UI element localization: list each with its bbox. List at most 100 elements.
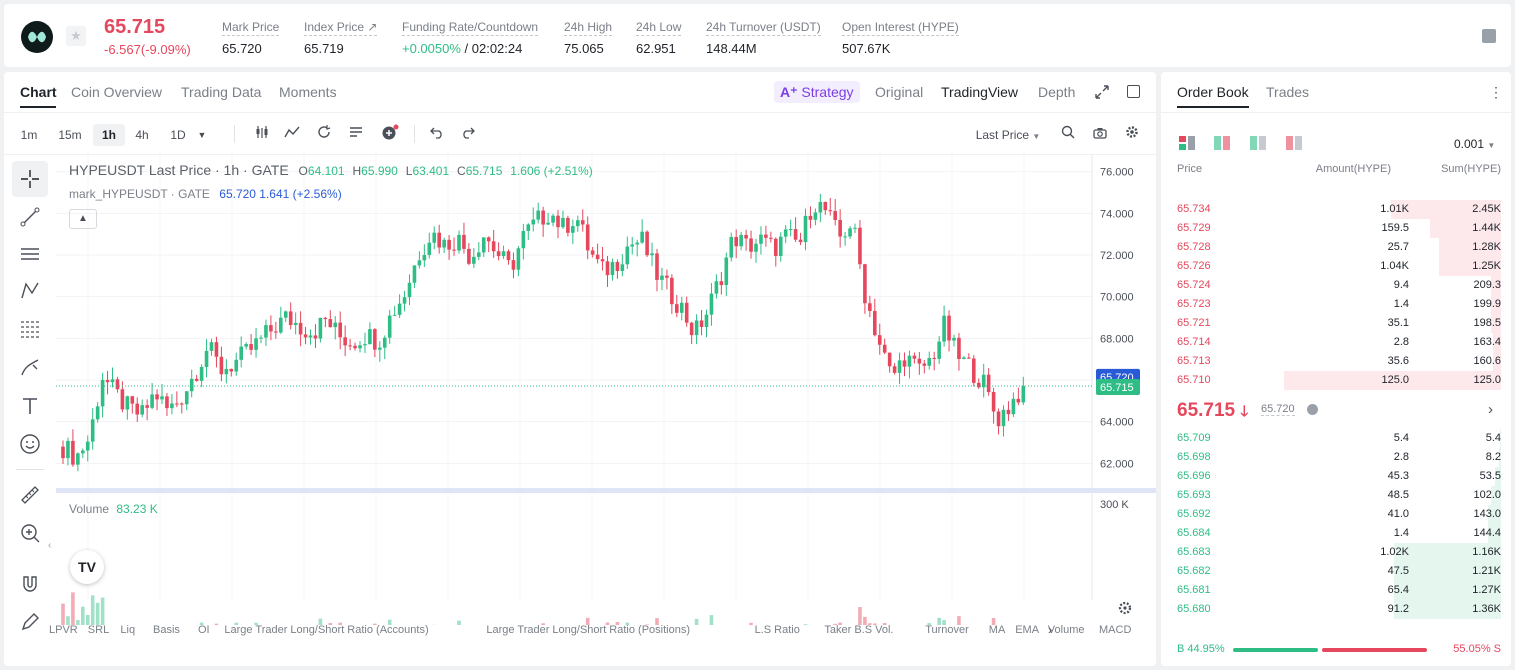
camera-icon[interactable] xyxy=(1090,124,1110,146)
view-split-icon[interactable] xyxy=(1214,135,1230,156)
horizontal-lines-tool-icon[interactable] xyxy=(12,236,48,272)
indicator-10[interactable]: MA xyxy=(988,624,1006,636)
view-both-icon[interactable] xyxy=(1179,135,1195,156)
indicator-9[interactable]: Turnover xyxy=(925,624,969,636)
strategy-button[interactable]: A⁺ Strategy xyxy=(774,81,860,103)
ask-row[interactable]: 65.728 25.7 1.28K xyxy=(1177,238,1501,257)
ruler-tool-icon[interactable] xyxy=(12,477,48,513)
template-icon[interactable] xyxy=(346,124,366,146)
ask-row[interactable]: 65.713 35.6 160.6 xyxy=(1177,352,1501,371)
emoji-tool-icon[interactable] xyxy=(12,426,48,462)
bid-row[interactable]: 65.698 2.8 8.2 xyxy=(1177,448,1501,467)
window-icon[interactable] xyxy=(1127,85,1140,98)
ask-row[interactable]: 65.734 1.01K 2.45K xyxy=(1177,200,1501,219)
bid-row[interactable]: 65.696 45.3 53.5 xyxy=(1177,467,1501,486)
bid-row[interactable]: 65.693 48.5 102.0 xyxy=(1177,486,1501,505)
precision-select[interactable]: 0.001 ▼ xyxy=(1454,137,1496,151)
bid-row[interactable]: 65.709 5.4 5.4 xyxy=(1177,429,1501,448)
view-asks-icon[interactable] xyxy=(1286,135,1302,156)
view-bids-icon[interactable] xyxy=(1250,135,1266,156)
ask-row[interactable]: 65.714 2.8 163.4 xyxy=(1177,333,1501,352)
indicators-icon[interactable] xyxy=(282,124,302,146)
chevron-right-icon[interactable]: › xyxy=(1488,401,1493,418)
view-tradingview[interactable]: TradingView xyxy=(941,84,1019,100)
chevron-down-icon[interactable]: ▼ xyxy=(197,130,207,140)
ask-row[interactable]: 65.723 1.4 199.9 xyxy=(1177,295,1501,314)
tab-trades[interactable]: Trades xyxy=(1266,84,1310,100)
ask-row[interactable]: 65.721 35.1 198.5 xyxy=(1177,314,1501,333)
bid-row[interactable]: 65.692 41.0 143.0 xyxy=(1177,505,1501,524)
indicator-12[interactable]: Volume xyxy=(1047,624,1085,636)
interval-1d[interactable]: 1D xyxy=(170,128,186,142)
price-source-select[interactable]: Last Price ▼ xyxy=(975,128,1041,142)
tab-coin-overview[interactable]: Coin Overview xyxy=(71,84,163,100)
bid-row[interactable]: 65.680 91.2 1.36K xyxy=(1177,600,1501,619)
row-price: 65.693 xyxy=(1177,489,1211,501)
bid-row[interactable]: 65.682 47.5 1.21K xyxy=(1177,562,1501,581)
text-tool-icon[interactable] xyxy=(12,388,48,424)
book-icon[interactable] xyxy=(1482,29,1496,43)
view-depth[interactable]: Depth xyxy=(1038,84,1076,100)
chevron-left-icon[interactable]: ‹ xyxy=(48,540,52,551)
tab-order-book[interactable]: Order Book xyxy=(1177,84,1249,100)
interval-15m[interactable]: 15m xyxy=(58,128,82,142)
tab-trading-data[interactable]: Trading Data xyxy=(181,84,262,100)
pencil-lock-icon[interactable] xyxy=(12,604,48,640)
volume-bar xyxy=(95,602,100,625)
zoom-in-icon[interactable] xyxy=(12,515,48,551)
candle-body xyxy=(526,224,531,231)
more-options-icon[interactable]: ⋮ xyxy=(1489,84,1503,100)
candle-body xyxy=(496,251,501,257)
pattern-tool-icon[interactable] xyxy=(12,273,48,309)
indicator-4[interactable]: OI xyxy=(198,624,210,636)
indicator-3[interactable]: Basis xyxy=(153,624,180,636)
redo-icon[interactable] xyxy=(458,124,478,146)
trend-line-tool-icon[interactable] xyxy=(12,199,48,235)
bid-row[interactable]: 65.684 1.4 144.4 xyxy=(1177,524,1501,543)
indicator-0[interactable]: LPVR xyxy=(49,624,78,636)
interval-1m[interactable]: 1m xyxy=(20,128,38,142)
ask-row[interactable]: 65.710 125.0 125.0 xyxy=(1177,371,1501,390)
indicator-11[interactable]: EMA xyxy=(1015,624,1040,636)
indicator-6[interactable]: Large Trader Long/Short Ratio (Positions… xyxy=(486,624,690,636)
bid-row[interactable]: 65.681 65.4 1.27K xyxy=(1177,581,1501,600)
indicator-7[interactable]: L.S Ratio xyxy=(754,624,800,636)
favorite-star-icon[interactable]: ★ xyxy=(66,26,86,46)
ask-row[interactable]: 65.729 159.5 1.44K xyxy=(1177,219,1501,238)
candle-body xyxy=(590,250,595,255)
view-original[interactable]: Original xyxy=(875,84,924,100)
search-icon[interactable] xyxy=(1058,124,1078,146)
indicator-1[interactable]: SRL xyxy=(87,624,110,636)
crosshair-tool-icon[interactable] xyxy=(12,161,48,197)
bid-row[interactable]: 65.683 1.02K 1.16K xyxy=(1177,543,1501,562)
indicator-2[interactable]: Liq xyxy=(120,624,136,636)
tab-chart[interactable]: Chart xyxy=(20,84,57,100)
fib-tool-icon[interactable] xyxy=(12,311,48,347)
candles-icon[interactable] xyxy=(252,124,272,146)
collapse-legend-button[interactable]: ▲ xyxy=(69,209,97,229)
undo-icon[interactable] xyxy=(427,124,447,146)
indicator-8[interactable]: Taker B.S Vol. xyxy=(824,624,894,636)
row-sum: 1.28K xyxy=(1472,241,1501,253)
ask-row[interactable]: 65.724 9.4 209.3 xyxy=(1177,276,1501,295)
interval-1h[interactable]: 1h xyxy=(93,124,125,146)
tab-moments[interactable]: Moments xyxy=(279,84,337,100)
ask-row[interactable]: 65.726 1.04K 1.25K xyxy=(1177,257,1501,276)
gear-icon[interactable] xyxy=(1122,124,1142,146)
interval-4h[interactable]: 4h xyxy=(135,128,149,142)
replay-icon[interactable] xyxy=(314,124,334,146)
price-chart[interactable]: 76.00074.00072.00070.00068.00066.00064.0… xyxy=(56,155,1156,625)
candle-body xyxy=(660,275,664,280)
tradingview-logo[interactable]: TV xyxy=(70,550,104,584)
stat-index-price[interactable]: Index Price ↗ 65.719 xyxy=(304,20,378,56)
candle-body xyxy=(689,322,694,336)
brush-tool-icon[interactable] xyxy=(12,349,48,385)
expand-icon[interactable] xyxy=(1094,84,1110,100)
indicator-5[interactable]: Large Trader Long/Short Ratio (Accounts) xyxy=(224,624,429,636)
indicator-13[interactable]: MACD xyxy=(1099,624,1132,636)
depth-bar xyxy=(1491,276,1501,295)
settings-gear-icon[interactable] xyxy=(1117,600,1133,616)
add-indicator-icon[interactable] xyxy=(378,124,402,146)
magnet-icon[interactable] xyxy=(12,566,48,602)
chevron-right-icon[interactable]: › xyxy=(1048,622,1053,637)
